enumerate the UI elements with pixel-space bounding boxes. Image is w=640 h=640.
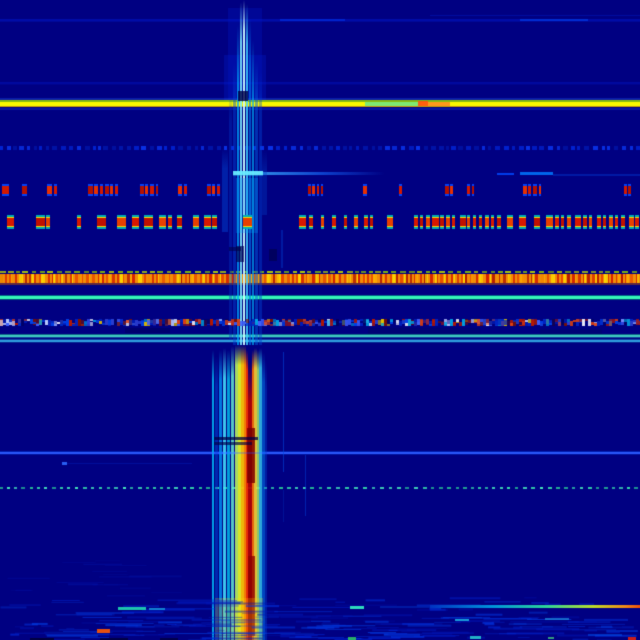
spectrogram-heatmap (0, 0, 640, 640)
spectrogram-view (0, 0, 640, 640)
